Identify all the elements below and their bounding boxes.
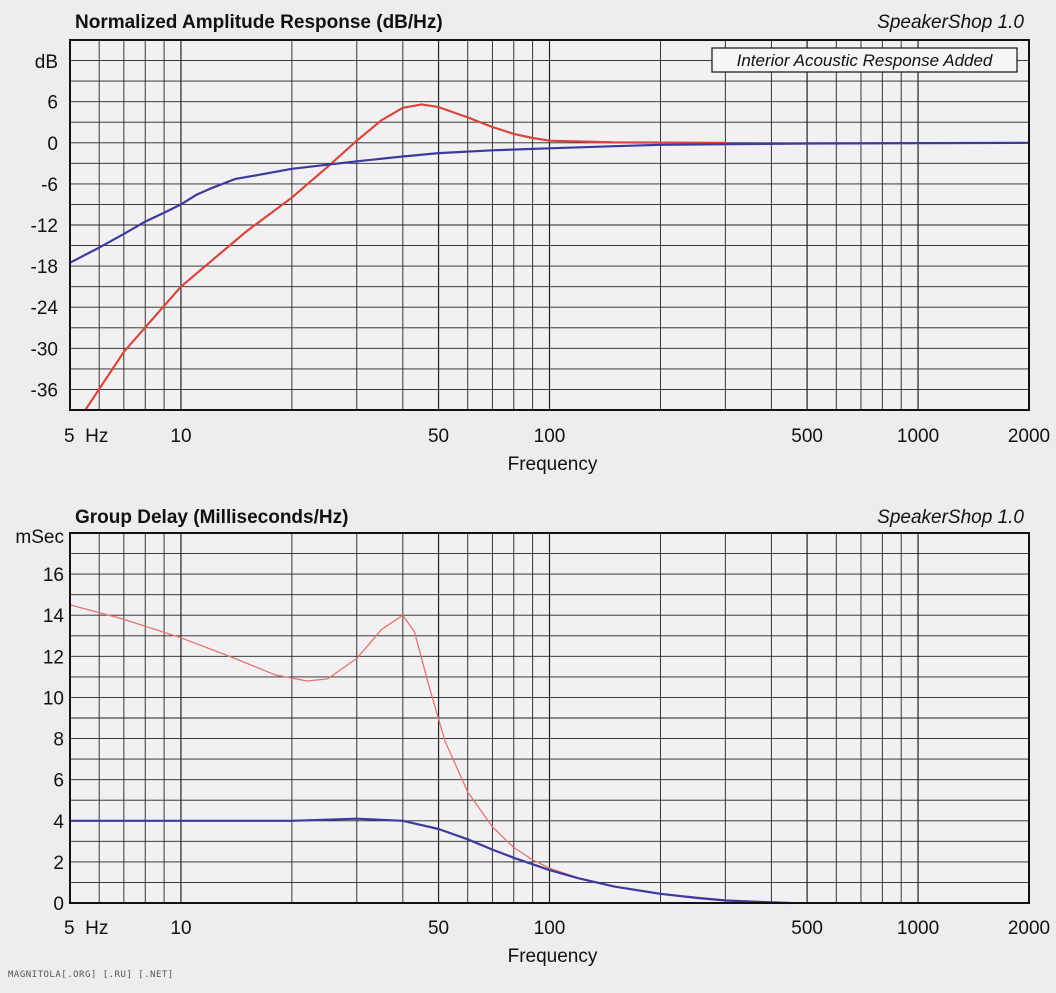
y-tick-label: -30 [31, 339, 58, 360]
y-tick-label: 14 [43, 606, 65, 627]
x-tick-label: 50 [428, 918, 449, 939]
y-tick-label: -18 [31, 257, 58, 278]
y-axis-label: dB [35, 52, 58, 73]
x-tick-label: 10 [170, 918, 191, 939]
series-line-2 [68, 817, 792, 905]
x-tick-label: 500 [791, 918, 823, 939]
y-tick-label: 6 [53, 771, 64, 792]
x-tick-label: 10 [170, 426, 191, 447]
x-tick-label: 5 Hz [64, 426, 108, 447]
x-tick-label: 2000 [1008, 918, 1050, 939]
y-tick-label: 0 [53, 894, 64, 915]
plot-frame [69, 39, 1030, 411]
y-tick-label: -6 [41, 175, 58, 196]
y-tick-label: 6 [47, 93, 58, 114]
x-tick-label: 500 [791, 426, 823, 447]
annotation-text: Interior Acoustic Response Added [737, 51, 993, 70]
y-axis-label: mSec [15, 527, 64, 548]
y-tick-label: -12 [31, 216, 58, 237]
chart-brand: SpeakerShop 1.0 [877, 507, 1024, 528]
series-line-1 [84, 103, 727, 412]
plot-frame [69, 532, 1030, 904]
y-tick-label: -36 [31, 380, 58, 401]
series-line-2 [68, 141, 1031, 264]
chart-title: Normalized Amplitude Response (dB/Hz) [75, 12, 443, 33]
y-tick-label: 10 [43, 688, 64, 709]
chart-brand: SpeakerShop 1.0 [877, 12, 1024, 33]
x-tick-label: 100 [534, 918, 566, 939]
x-tick-label: 50 [428, 426, 449, 447]
chart-1: 6 0 -6 -12 -18 -24 -30 -36 dB 5 Hz 10 50 100 500 1000 2… [31, 12, 1051, 475]
y-tick-label: 16 [43, 565, 64, 586]
x-tick-label: 100 [534, 426, 566, 447]
y-tick-label: -24 [31, 298, 59, 319]
x-axis-label: Frequency [508, 454, 598, 475]
x-tick-label: 5 Hz [64, 918, 108, 939]
y-tick-label: 12 [43, 647, 64, 668]
x-tick-label: 1000 [897, 426, 939, 447]
x-tick-label: 1000 [897, 918, 939, 939]
watermark-text: MAGNITOLA[.ORG] [.RU] [.NET] [8, 970, 174, 980]
x-tick-label: 2000 [1008, 426, 1050, 447]
y-tick-label: 0 [47, 134, 58, 155]
y-tick-label: 4 [53, 812, 64, 833]
y-tick-label: 8 [53, 730, 64, 751]
y-tick-label: 2 [53, 853, 64, 874]
chart-title: Group Delay (Milliseconds/Hz) [75, 507, 348, 528]
x-axis-label: Frequency [508, 946, 598, 967]
chart-2: 16 14 12 10 8 6 4 2 0 mSec 5 Hz 10 50 100 500 1000 2000 F… [15, 507, 1050, 967]
annotation-box [711, 47, 1018, 73]
